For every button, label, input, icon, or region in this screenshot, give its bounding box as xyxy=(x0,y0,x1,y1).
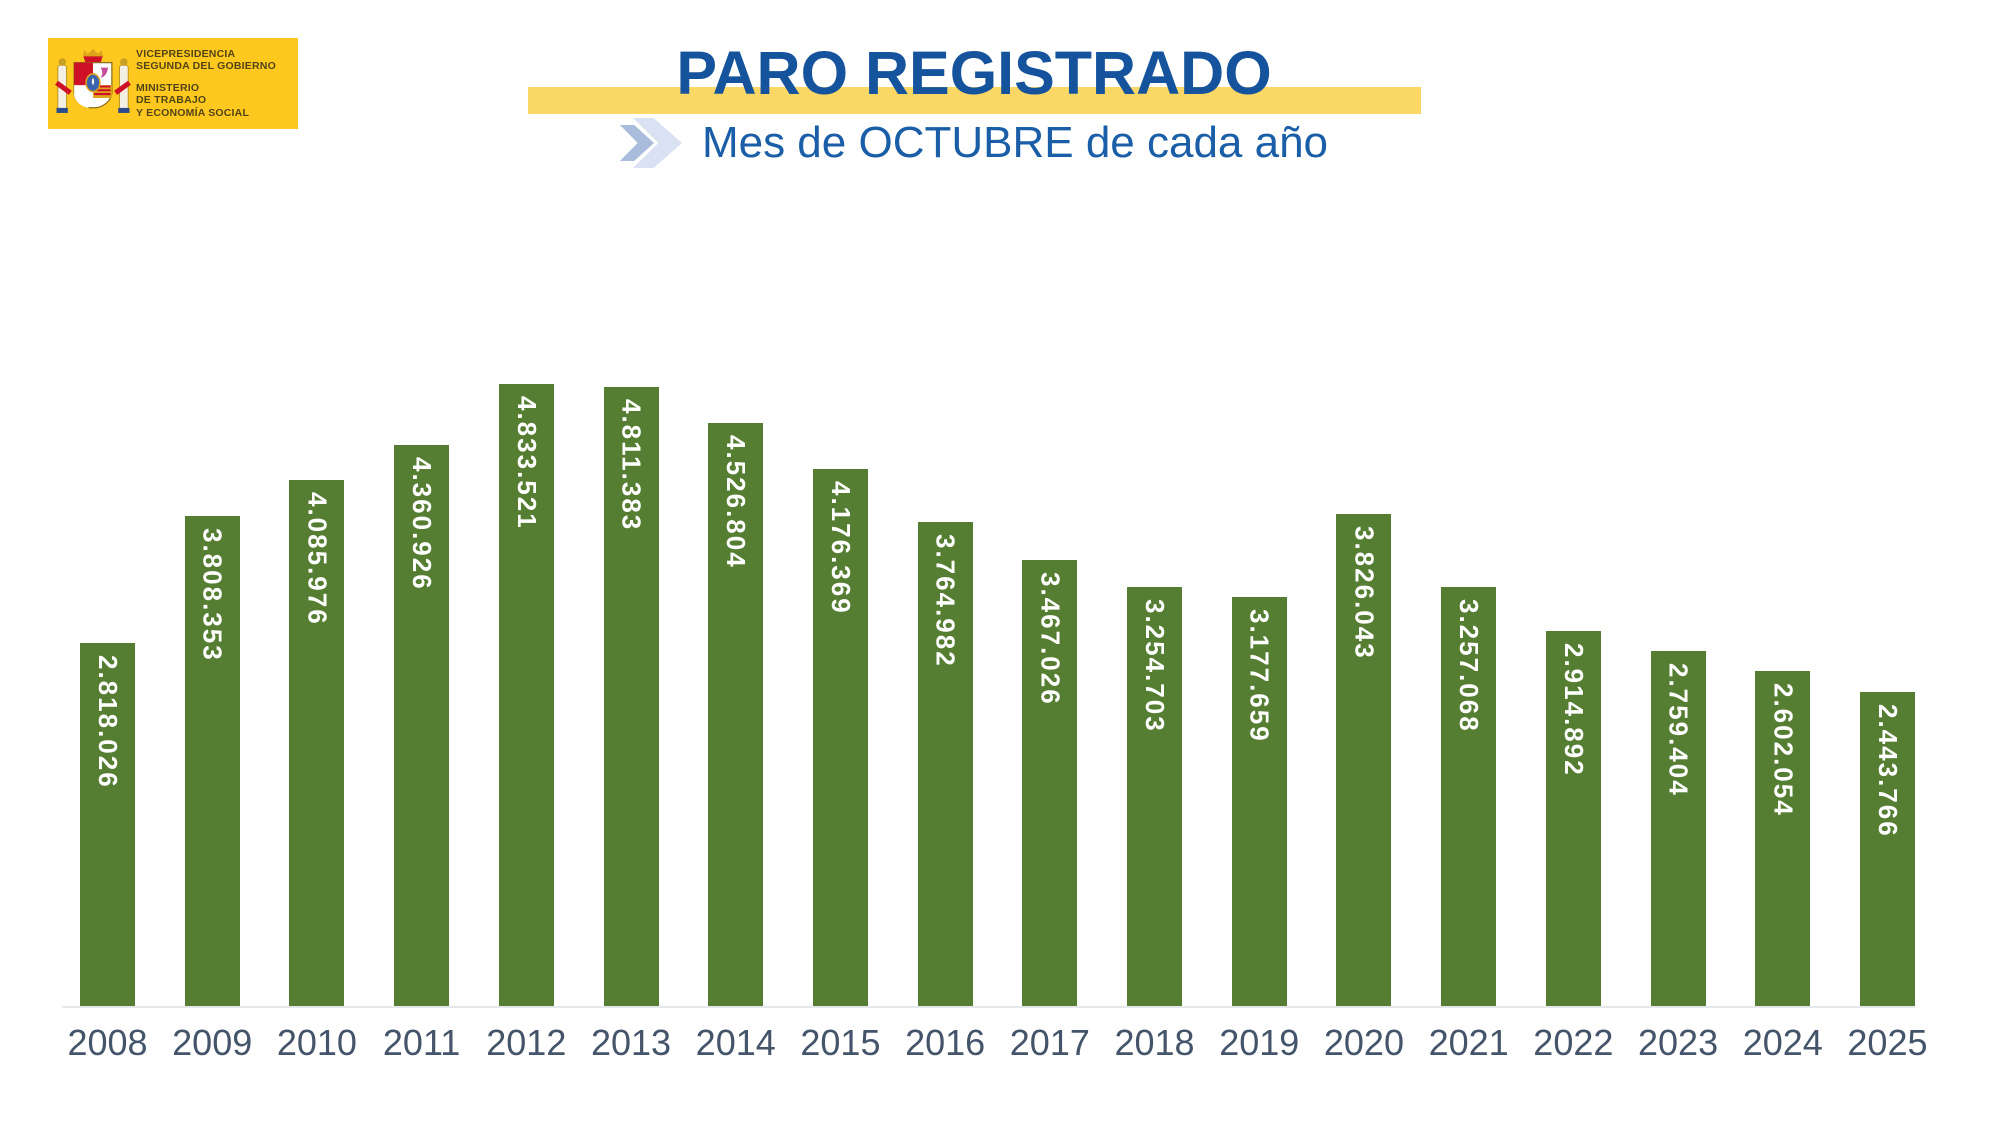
bar-value-label: 2.443.766 xyxy=(1872,704,1903,838)
bar-value-label: 4.176.369 xyxy=(825,481,856,615)
axis-label-2020: 2020 xyxy=(1323,1022,1404,1063)
bar-value-label: 2.914.892 xyxy=(1558,643,1589,777)
bar-2019: 3.177.659 xyxy=(1231,597,1287,1006)
bar-2021: 3.257.068 xyxy=(1441,587,1497,1006)
bar-value-label: 3.808.353 xyxy=(197,528,228,662)
logo-ministry-line1: MINISTERIO xyxy=(136,81,200,94)
bar-2025: 2.443.766 xyxy=(1859,692,1915,1006)
page-subtitle: Mes de OCTUBRE de cada año xyxy=(701,118,1329,167)
axis-label-2014: 2014 xyxy=(695,1022,776,1063)
bar-2010: 4.085.976 xyxy=(289,480,345,1006)
axis-label-2015: 2015 xyxy=(800,1022,881,1063)
logo-ministry-line2: DE TRABAJO xyxy=(136,94,207,107)
axis-label-2023: 2023 xyxy=(1638,1022,1719,1063)
axis-label-2013: 2013 xyxy=(590,1022,672,1063)
bar-2009: 3.808.353 xyxy=(184,516,240,1006)
bar-2023: 2.759.404 xyxy=(1650,651,1706,1006)
bar-value-label: 4.811.383 xyxy=(616,399,647,532)
bar-value-label: 3.467.026 xyxy=(1035,572,1066,706)
bar-2014: 4.526.804 xyxy=(708,423,764,1006)
bar-value-label: 4.833.521 xyxy=(511,396,542,530)
axis-label-2024: 2024 xyxy=(1742,1022,1823,1063)
axis-label-2017: 2017 xyxy=(1009,1022,1090,1063)
spain-coat-of-arms-icon xyxy=(55,48,131,113)
bar-2013: 4.811.383 xyxy=(603,387,659,1006)
bar-value-label: 3.257.068 xyxy=(1454,599,1485,733)
logo-dept-line1: VICEPRESIDENCIA xyxy=(136,47,236,60)
years-row: 2008 2009 2010 2011 2012 2013 2014 2015 2016 2017… xyxy=(67,1022,1928,1064)
ministry-logo: VICEPRESIDENCIA SEGUNDA DEL GOBIERNO MIN… xyxy=(48,38,298,129)
axis-label-2022: 2022 xyxy=(1533,1022,1614,1063)
bar-2022: 2.914.892 xyxy=(1545,631,1601,1006)
axis-label-2011: 2011 xyxy=(382,1022,461,1063)
bar-2016: 3.764.982 xyxy=(917,522,973,1006)
axis-label-2025: 2025 xyxy=(1847,1022,1928,1063)
bar-value-label: 3.764.982 xyxy=(930,534,961,668)
logo-dept-line2: SEGUNDA DEL GOBIERNO xyxy=(136,60,276,73)
bar-2008: 2.818.026 xyxy=(80,643,135,1006)
bar-2018: 3.254.703 xyxy=(1127,587,1183,1006)
bar-value-label: 3.826.043 xyxy=(1349,526,1380,660)
bar-2011: 4.360.926 xyxy=(394,445,450,1006)
page-title: PARO REGISTRADO xyxy=(676,39,1272,107)
bar-2024: 2.602.054 xyxy=(1755,671,1811,1006)
axis-label-2016: 2016 xyxy=(905,1022,986,1063)
bars-row: 2.818.026 3.808.353 4.085.976 4.360.926 4.83… xyxy=(80,376,1915,1006)
bar-value-label: 2.818.026 xyxy=(93,655,123,789)
bar-value-label: 2.759.404 xyxy=(1663,663,1694,797)
axis-label-2018: 2018 xyxy=(1114,1022,1195,1063)
axis-label-2009: 2009 xyxy=(172,1022,253,1063)
title-highlight-band xyxy=(528,87,1421,114)
axis-label-2019: 2019 xyxy=(1219,1022,1300,1063)
axis-label-2012: 2012 xyxy=(486,1022,567,1063)
bar-value-label: 4.085.976 xyxy=(302,492,333,626)
chevron-right-icon xyxy=(619,118,682,168)
bar-value-label: 4.526.804 xyxy=(721,435,752,569)
axis-label-2010: 2010 xyxy=(276,1022,357,1063)
bar-2012: 4.833.521 xyxy=(498,384,554,1006)
bar-value-label: 3.254.703 xyxy=(1140,599,1171,733)
header: PARO REGISTRADO Mes de OCTUBRE de cada a… xyxy=(0,0,1948,180)
axis-label-2008: 2008 xyxy=(67,1022,148,1063)
x-axis-line xyxy=(62,1006,1915,1008)
logo-ministry-line3: Y ECONOMÍA SOCIAL xyxy=(136,106,250,119)
bar-value-label: 2.602.054 xyxy=(1768,683,1799,817)
bar-2020: 3.826.043 xyxy=(1336,514,1392,1006)
bar-2015: 4.176.369 xyxy=(812,469,868,1006)
bar-value-label: 4.360.926 xyxy=(407,457,438,591)
bar-2017: 3.467.026 xyxy=(1022,560,1078,1006)
axis-label-2021: 2021 xyxy=(1428,1022,1509,1063)
bar-value-label: 3.177.659 xyxy=(1244,609,1275,743)
